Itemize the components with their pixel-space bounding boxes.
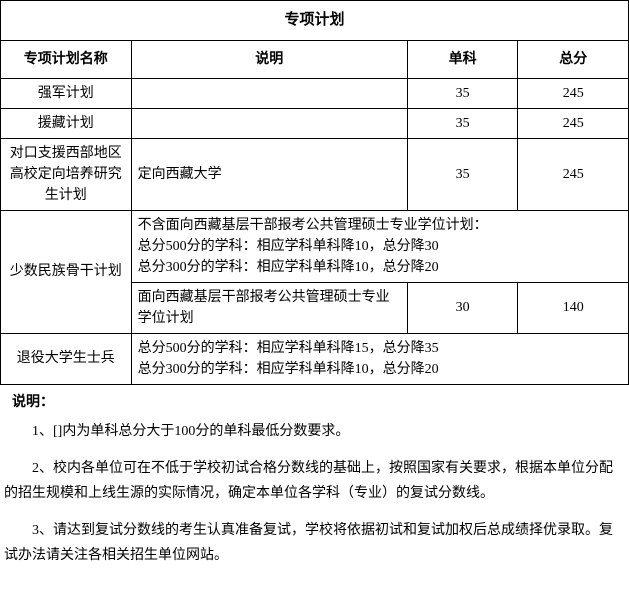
header-single: 单科 — [407, 40, 518, 78]
cell-plan-name: 退役大学生士兵 — [1, 333, 132, 384]
cell-single: 30 — [407, 282, 518, 333]
header-total: 总分 — [518, 40, 629, 78]
cell-plan-name: 强军计划 — [1, 78, 132, 108]
header-plan-name: 专项计划名称 — [1, 40, 132, 78]
table-title-row: 专项计划 — [1, 1, 629, 41]
table-row: 退役大学生士兵 总分500分的学科：相应学科单科降15，总分降35 总分300分… — [1, 333, 629, 384]
cell-single: 35 — [407, 108, 518, 138]
table-row: 强军计划 35 245 — [1, 78, 629, 108]
notes-section: 1、[]内为单科总分大于100分的单科最低分数要求。 2、校内各单位可在不低于学… — [0, 411, 629, 569]
special-plan-table: 专项计划 专项计划名称 说明 单科 总分 强军计划 35 245 援藏计划 35… — [0, 0, 629, 385]
cell-desc: 定向西藏大学 — [131, 138, 407, 210]
cell-desc — [131, 78, 407, 108]
note-item: 3、请达到复试分数线的考生认真准备复试，学校将依据初试和复试加权后总成绩择优录取… — [4, 518, 625, 568]
cell-total: 245 — [518, 108, 629, 138]
cell-desc: 面向西藏基层干部报考公共管理硕士专业学位计划 — [131, 282, 407, 333]
cell-total: 140 — [518, 282, 629, 333]
cell-single: 35 — [407, 78, 518, 108]
cell-single: 35 — [407, 138, 518, 210]
cell-desc: 不含面向西藏基层干部报考公共管理硕士专业学位计划： 总分500分的学科：相应学科… — [131, 210, 628, 282]
cell-plan-name: 少数民族骨干计划 — [1, 210, 132, 333]
cell-desc: 总分500分的学科：相应学科单科降15，总分降35 总分300分的学科：相应学科… — [131, 333, 628, 384]
cell-plan-name: 援藏计划 — [1, 108, 132, 138]
note-item: 2、校内各单位可在不低于学校初试合格分数线的基础上，按照国家有关要求，根据本单位… — [4, 456, 625, 506]
table-title: 专项计划 — [1, 1, 629, 41]
cell-total: 245 — [518, 138, 629, 210]
note-item: 1、[]内为单科总分大于100分的单科最低分数要求。 — [4, 419, 625, 444]
table-row: 对口支援西部地区高校定向培养研究生计划 定向西藏大学 35 245 — [1, 138, 629, 210]
header-description: 说明 — [131, 40, 407, 78]
notes-label: 说明： — [0, 385, 629, 411]
cell-plan-name: 对口支援西部地区高校定向培养研究生计划 — [1, 138, 132, 210]
table-row: 少数民族骨干计划 不含面向西藏基层干部报考公共管理硕士专业学位计划： 总分500… — [1, 210, 629, 282]
cell-total: 245 — [518, 78, 629, 108]
cell-desc — [131, 108, 407, 138]
table-row: 援藏计划 35 245 — [1, 108, 629, 138]
table-header-row: 专项计划名称 说明 单科 总分 — [1, 40, 629, 78]
